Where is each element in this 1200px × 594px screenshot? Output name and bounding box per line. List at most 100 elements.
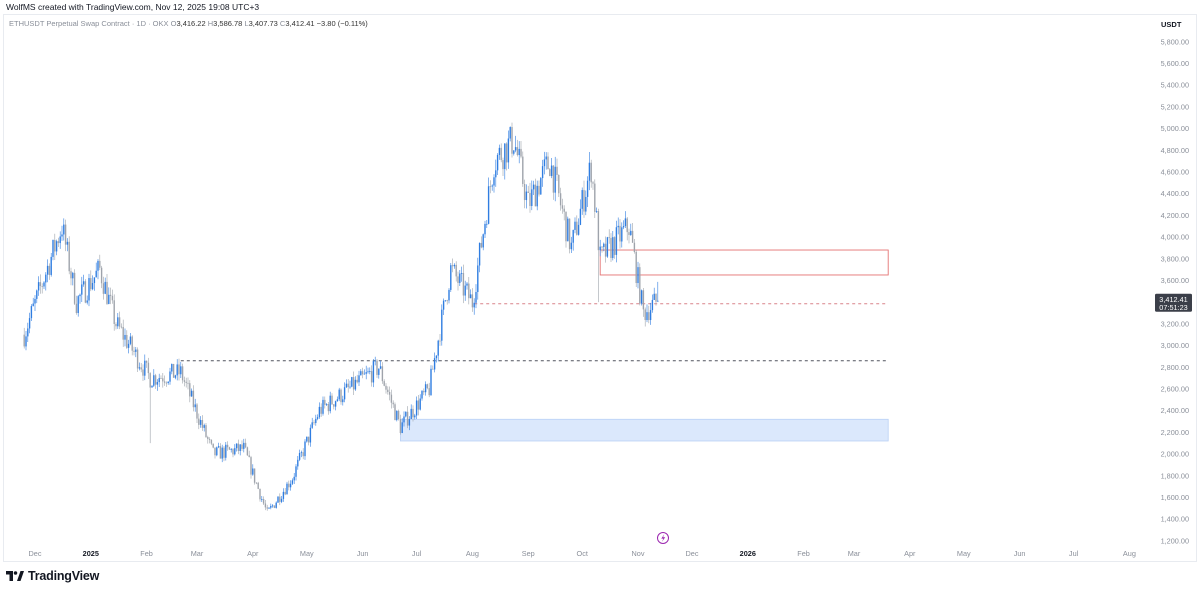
candle-body (244, 442, 247, 448)
candle-body (36, 290, 38, 299)
candle-body (550, 165, 553, 176)
candle-body (81, 284, 83, 295)
candle-body (149, 373, 151, 388)
tradingview-logo[interactable]: TradingView (6, 568, 99, 584)
candle-body (419, 398, 421, 410)
candle-body (523, 183, 526, 201)
candle-body (504, 143, 506, 170)
candle-body (541, 166, 544, 179)
candle-body (43, 282, 45, 287)
candle-body (556, 166, 558, 176)
candle-body (624, 218, 627, 227)
candle-body (115, 323, 117, 327)
candle-body (581, 190, 583, 209)
candle-body (340, 389, 342, 403)
price-tick-label: 5,800.00 (1161, 37, 1189, 46)
candle-body (41, 286, 43, 287)
candle-body (95, 270, 97, 278)
candle-body (406, 411, 409, 426)
candle-body (151, 385, 153, 388)
price-tick-label: 1,400.00 (1161, 515, 1189, 524)
candle-body (255, 482, 258, 484)
candle-body (147, 362, 150, 374)
candle-body (221, 447, 223, 459)
candle-body (426, 384, 429, 389)
candle-body (644, 309, 646, 321)
candle-body (477, 265, 479, 293)
candle-body (331, 395, 333, 405)
candle-body (311, 422, 313, 428)
candle-body (554, 166, 556, 193)
candle-body (284, 491, 286, 495)
candle-body (549, 169, 551, 176)
candle-body (28, 318, 31, 329)
candle-body (52, 239, 54, 257)
candle-body (37, 282, 40, 291)
candle-body (48, 265, 51, 275)
candle-body (448, 289, 450, 301)
candle-body (133, 350, 135, 352)
time-tick-label: May (300, 549, 314, 558)
candle-body (102, 283, 105, 294)
bottom-bar (0, 562, 1200, 594)
candle-body (237, 443, 240, 451)
candle-body (264, 503, 267, 508)
price-tick-label: 3,000.00 (1161, 341, 1189, 350)
candle-body (246, 447, 249, 456)
candle-body (302, 452, 304, 457)
candle-body (630, 230, 632, 235)
candle-body (266, 507, 268, 509)
candle-body (203, 425, 205, 428)
symbol-legend[interactable]: ETHUSDT Perpetual Swap Contract · 1D · O… (9, 19, 368, 28)
candle-body (579, 208, 582, 225)
candle-body (432, 368, 434, 370)
candle-body (464, 285, 466, 296)
candle-body (608, 237, 610, 239)
candle-body (54, 239, 56, 252)
candle-body (189, 383, 191, 397)
candle-body (347, 383, 349, 388)
candle-body (378, 368, 380, 375)
candle-body (646, 312, 648, 321)
candle-body (190, 390, 193, 397)
candle-body (372, 361, 375, 383)
symbol-name[interactable]: ETHUSDT Perpetual Swap Contract · 1D · O… (9, 19, 169, 28)
candle-body (505, 143, 508, 163)
candle-body (172, 363, 175, 378)
candle-body (417, 400, 420, 410)
candle-body (586, 180, 589, 197)
candle-body (145, 360, 148, 363)
candle-body (657, 300, 659, 302)
candle-body (594, 183, 596, 212)
candle-body (450, 265, 452, 290)
ohlc-open: 3,416.22 (176, 19, 206, 28)
candle-body (153, 375, 155, 386)
candle-body (405, 411, 407, 417)
candle-body (329, 395, 331, 412)
candle-body (358, 375, 360, 383)
candle-body (61, 234, 63, 237)
candle-body (615, 227, 618, 255)
candle-body (653, 293, 655, 300)
candle-body (565, 211, 567, 242)
candle-body (637, 267, 639, 284)
candle-body (288, 483, 290, 488)
candle-body (300, 452, 303, 454)
candle-body (45, 274, 47, 283)
currency-unit[interactable]: USDT (1161, 20, 1182, 29)
candle-body (621, 227, 623, 242)
candle-body (307, 436, 310, 443)
candle-body (455, 264, 457, 277)
candle-body (217, 446, 220, 448)
candle-body (230, 449, 232, 450)
time-tick-label: Oct (577, 549, 588, 558)
candle-body (77, 296, 79, 314)
lightning-icon[interactable] (657, 532, 669, 544)
candle-body (649, 310, 652, 321)
candle-body (570, 242, 573, 250)
candle-body (552, 165, 555, 193)
candle-body (655, 293, 657, 302)
candle-body (181, 366, 184, 381)
